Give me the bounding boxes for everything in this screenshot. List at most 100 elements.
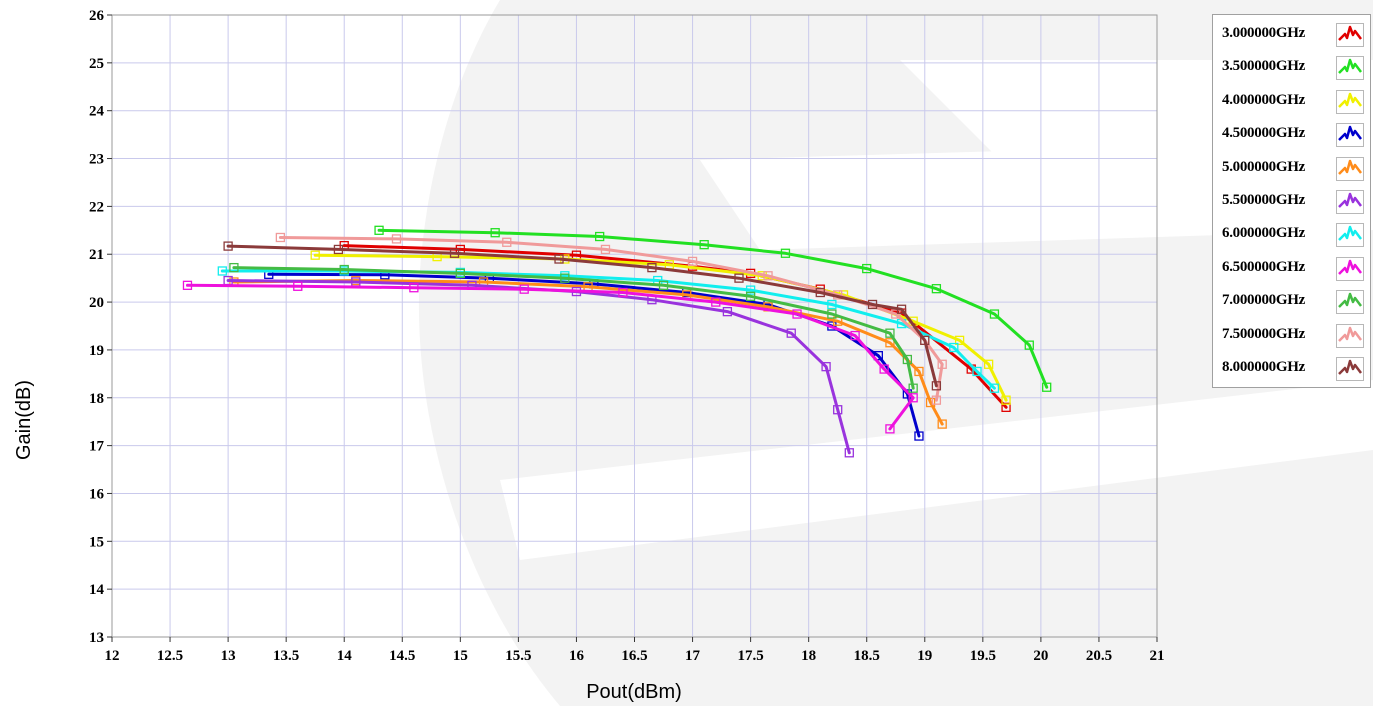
y-tick-label: 21 xyxy=(89,247,104,263)
legend-label: 6.000000GHz xyxy=(1222,225,1305,242)
y-tick-label: 15 xyxy=(89,534,104,550)
data-point-marker xyxy=(490,228,500,238)
x-tick-label: 20.5 xyxy=(1086,648,1112,664)
x-tick-label: 14 xyxy=(337,648,353,664)
data-point-marker xyxy=(931,395,942,405)
data-point-marker xyxy=(937,359,947,369)
legend-label: 6.500000GHz xyxy=(1222,258,1305,275)
legend-label: 7.500000GHz xyxy=(1222,325,1305,342)
legend-item[interactable]: 4.500000GHz xyxy=(1213,118,1370,151)
x-tick-label: 15.5 xyxy=(505,648,531,664)
y-tick-label: 14 xyxy=(89,582,105,598)
legend-item[interactable]: 5.000000GHz xyxy=(1213,152,1370,185)
x-tick-label: 19.5 xyxy=(970,648,996,664)
data-point-marker xyxy=(914,431,924,441)
legend-item[interactable]: 6.500000GHz xyxy=(1213,252,1370,285)
data-point-marker xyxy=(217,266,227,276)
x-tick-label: 13 xyxy=(221,648,236,664)
data-point-marker xyxy=(595,231,605,242)
data-point-marker xyxy=(600,244,611,255)
x-tick-label: 12.5 xyxy=(157,648,183,664)
y-tick-label: 19 xyxy=(89,343,104,359)
legend-item[interactable]: 7.500000GHz xyxy=(1213,319,1370,352)
data-point-marker xyxy=(519,284,529,294)
legend-swatch-line xyxy=(1338,192,1362,208)
legend-item[interactable]: 5.500000GHz xyxy=(1213,185,1370,218)
data-point-marker xyxy=(310,250,320,260)
legend-swatch-line xyxy=(1338,259,1362,275)
legend-swatch-icon xyxy=(1336,123,1364,148)
data-point-marker xyxy=(647,262,657,273)
x-tick-label: 16 xyxy=(569,648,585,664)
y-axis-title: Gain(dB) xyxy=(13,380,35,460)
data-point-marker xyxy=(1001,395,1011,405)
data-point-marker xyxy=(972,366,982,377)
legend-swatch-icon xyxy=(1336,357,1364,381)
series-7.000000GHz xyxy=(229,262,918,393)
legend-label: 5.000000GHz xyxy=(1222,158,1305,175)
data-point-marker xyxy=(989,309,1000,319)
legend-item[interactable]: 7.000000GHz xyxy=(1213,285,1370,318)
data-point-marker xyxy=(827,309,837,319)
legend-label: 4.500000GHz xyxy=(1222,125,1305,142)
data-point-marker xyxy=(850,330,860,341)
y-tick-label: 18 xyxy=(89,391,104,407)
data-point-marker xyxy=(879,364,889,374)
data-point-marker xyxy=(989,383,1000,393)
series-line xyxy=(377,228,1049,389)
data-point-marker xyxy=(902,354,913,365)
legend-item[interactable]: 3.000000GHz xyxy=(1213,18,1370,51)
data-point-marker xyxy=(745,291,756,301)
y-tick-label: 22 xyxy=(89,199,104,215)
legend-label: 4.000000GHz xyxy=(1222,91,1305,108)
data-point-marker xyxy=(1001,402,1011,412)
series-3.500000GHz xyxy=(374,225,1052,392)
data-point-marker xyxy=(885,424,895,434)
legend-swatch-icon xyxy=(1336,89,1364,114)
grid-lines xyxy=(112,15,1157,637)
series-line xyxy=(232,266,915,390)
y-tick-label: 16 xyxy=(89,486,105,502)
data-point-marker xyxy=(931,381,942,391)
data-point-marker xyxy=(914,366,924,377)
legend-swatch-icon xyxy=(1336,190,1364,214)
series-6.500000GHz xyxy=(182,280,918,434)
data-point-marker xyxy=(1024,340,1034,350)
legend-swatch-line xyxy=(1338,326,1362,342)
data-point-marker xyxy=(182,280,193,290)
legend-swatch-icon xyxy=(1336,256,1364,281)
data-point-marker xyxy=(763,271,773,281)
series-line xyxy=(232,279,944,426)
data-point-marker xyxy=(333,244,344,255)
legend-swatch-line xyxy=(1338,159,1362,175)
data-point-marker xyxy=(896,304,907,314)
legend: 3.000000GHz 3.500000GHz 4.000000GHz 4.50000… xyxy=(1212,14,1371,388)
x-tick-label: 18 xyxy=(801,648,816,664)
data-point-marker xyxy=(954,335,965,346)
data-point-marker xyxy=(908,393,918,403)
legend-item[interactable]: 6.000000GHz xyxy=(1213,218,1370,251)
axes: 12 12.5 13 13.5 14 14.5 15 15.5 16 16.5 17 17.5 18 18… xyxy=(89,8,1165,664)
legend-swatch-line xyxy=(1338,25,1362,41)
x-tick-label: 13.5 xyxy=(273,648,299,664)
legend-item[interactable]: 8.000000GHz xyxy=(1213,352,1370,385)
legend-item[interactable]: 3.500000GHz xyxy=(1213,51,1370,84)
data-point-marker xyxy=(937,419,947,429)
data-point-marker xyxy=(711,297,721,307)
legend-item[interactable]: 4.000000GHz xyxy=(1213,85,1370,118)
data-point-marker xyxy=(745,285,756,295)
legend-label: 7.000000GHz xyxy=(1222,292,1305,309)
legend-swatch-icon xyxy=(1336,323,1364,348)
x-tick-label: 15 xyxy=(453,648,468,664)
x-axis-title: Pout(dBm) xyxy=(586,681,682,703)
legend-swatch-line xyxy=(1338,226,1362,242)
data-point-marker xyxy=(391,234,402,244)
data-point-marker xyxy=(734,273,744,283)
data-point-marker xyxy=(449,248,460,258)
y-tick-label: 17 xyxy=(89,439,105,455)
legend-swatch-icon xyxy=(1336,23,1364,47)
data-point-marker xyxy=(409,283,419,293)
data-point-marker xyxy=(455,268,465,279)
